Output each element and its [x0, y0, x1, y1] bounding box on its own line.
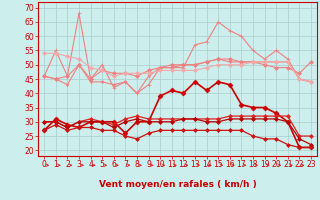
X-axis label: Vent moyen/en rafales ( km/h ): Vent moyen/en rafales ( km/h ): [99, 180, 256, 189]
